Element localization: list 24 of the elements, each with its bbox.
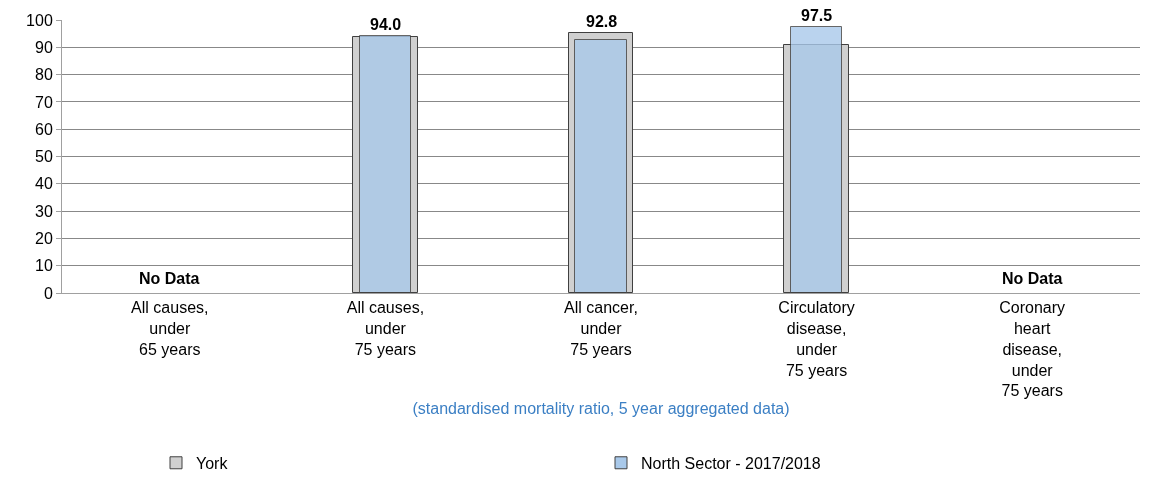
data-label: 92.8 bbox=[586, 13, 618, 30]
y-tick-label: 50 bbox=[35, 148, 53, 166]
y-tick-label: 70 bbox=[35, 93, 53, 111]
x-tick-label: All causes, under 75 years bbox=[346, 299, 425, 358]
x-axis-title: (standardised mortality ratio, 5 year aggregated data) bbox=[412, 400, 790, 418]
x-tick-label: Circulatory disease, under 75 years bbox=[778, 299, 855, 379]
x-tick-label: All cancer, under 75 years bbox=[564, 299, 638, 358]
data-label: 94.0 bbox=[370, 16, 402, 33]
y-tick-label: 100 bbox=[26, 11, 53, 29]
annotation: No Data bbox=[1002, 270, 1063, 287]
y-tick-label: 80 bbox=[35, 66, 53, 84]
y-tick-label: 10 bbox=[35, 257, 53, 275]
y-tick-label: 0 bbox=[43, 284, 53, 302]
annotation: No Data bbox=[139, 270, 200, 287]
y-tick-label: 30 bbox=[35, 202, 53, 220]
x-tick-label: Coronary heart disease, under 75 years bbox=[999, 299, 1066, 400]
data-label: 97.5 bbox=[801, 7, 833, 24]
legend-label: North Sector - 2017/2018 bbox=[641, 455, 821, 473]
y-tick-label: 40 bbox=[35, 175, 53, 193]
y-tick-label: 20 bbox=[35, 230, 53, 247]
y-tick-label: 90 bbox=[35, 38, 53, 56]
legend-label: York bbox=[196, 455, 229, 473]
x-tick-label: All causes, under 65 years bbox=[131, 299, 209, 358]
y-tick-label: 60 bbox=[35, 120, 53, 138]
